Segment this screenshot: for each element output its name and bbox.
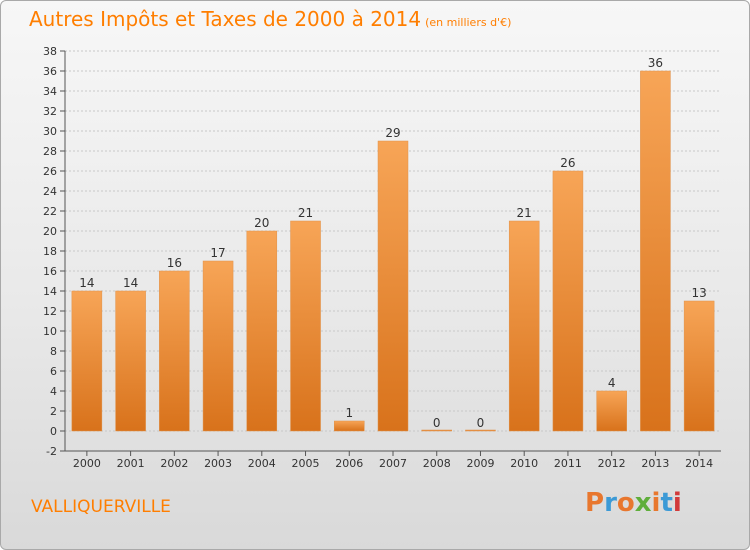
bar (159, 270, 190, 432)
logo-letter: P (585, 488, 605, 518)
data-label: 21 (298, 206, 313, 220)
x-tick-label: 2008 (423, 457, 451, 470)
bar (115, 290, 146, 432)
x-tick-label: 2001 (117, 457, 145, 470)
y-tick-label: 10 (43, 325, 57, 338)
chart-subtitle: (en milliers d'€) (425, 16, 512, 29)
y-tick-label: 4 (50, 385, 57, 398)
proxiti-logo: Proxiti (585, 488, 682, 518)
data-label: 0 (477, 416, 485, 430)
x-tick-label: 2004 (248, 457, 276, 470)
x-tick-label: 2012 (598, 457, 626, 470)
logo-letter: i (651, 488, 661, 518)
bar (596, 390, 627, 432)
data-label: 21 (517, 206, 532, 220)
bar (290, 220, 321, 432)
x-tick-label: 2006 (335, 457, 363, 470)
bar (71, 290, 103, 432)
y-tick-label: 16 (43, 265, 57, 278)
y-tick-label: 28 (43, 145, 57, 158)
x-tick-label: 2003 (204, 457, 232, 470)
chart-title-text: Autres Impôts et Taxes de 2000 à 2014 (29, 7, 422, 31)
bar (246, 230, 278, 432)
y-tick-label: 18 (43, 245, 57, 258)
bar (552, 170, 584, 432)
commune-name: VALLIQUERVILLE (31, 497, 171, 517)
y-tick-label: 32 (43, 105, 57, 118)
y-tick-label: 22 (43, 205, 57, 218)
data-label: 26 (560, 156, 575, 170)
y-tick-label: 30 (43, 125, 57, 138)
logo-letter: t (660, 488, 673, 518)
data-label: 1 (345, 406, 353, 420)
data-label: 36 (648, 56, 663, 70)
logo-letter: o (616, 488, 635, 518)
x-tick-label: 2010 (510, 457, 538, 470)
data-label: 16 (167, 256, 182, 270)
y-tick-label: 24 (43, 185, 57, 198)
y-tick-label: 20 (43, 225, 57, 238)
y-tick-label: 34 (43, 85, 57, 98)
logo-letter: x (634, 488, 652, 518)
x-tick-label: 2005 (292, 457, 320, 470)
data-label: 17 (210, 246, 225, 260)
data-label: 14 (79, 276, 94, 290)
x-tick-label: 2009 (466, 457, 494, 470)
y-tick-label: 26 (43, 165, 57, 178)
bar (377, 140, 409, 432)
data-label: 0 (433, 416, 441, 430)
x-tick-label: 2011 (554, 457, 582, 470)
x-tick-label: 2014 (685, 457, 713, 470)
y-tick-label: 14 (43, 285, 57, 298)
chart-title: Autres Impôts et Taxes de 2000 à 2014 (en… (29, 7, 511, 31)
bar (421, 429, 452, 432)
data-label: 14 (123, 276, 138, 290)
logo-letter: i (672, 488, 682, 518)
x-tick-label: 2000 (73, 457, 101, 470)
data-label: 20 (254, 216, 269, 230)
y-tick-label: 12 (43, 305, 57, 318)
y-tick-label: 6 (50, 365, 57, 378)
y-tick-label: -2 (46, 445, 57, 458)
bar (202, 260, 234, 432)
data-label: 13 (691, 286, 706, 300)
y-tick-label: 36 (43, 65, 57, 78)
logo-letter: r (604, 488, 617, 518)
bar (640, 70, 671, 432)
data-label: 4 (608, 376, 616, 390)
x-tick-label: 2013 (641, 457, 669, 470)
y-tick-label: 38 (43, 45, 57, 58)
y-tick-label: 8 (50, 345, 57, 358)
bar (465, 429, 496, 432)
bar (334, 420, 365, 432)
bar (508, 220, 540, 432)
y-tick-label: 0 (50, 425, 57, 438)
x-tick-label: 2007 (379, 457, 407, 470)
x-tick-label: 2002 (160, 457, 188, 470)
y-tick-label: 2 (50, 405, 57, 418)
bar (683, 300, 715, 432)
data-label: 29 (385, 126, 400, 140)
